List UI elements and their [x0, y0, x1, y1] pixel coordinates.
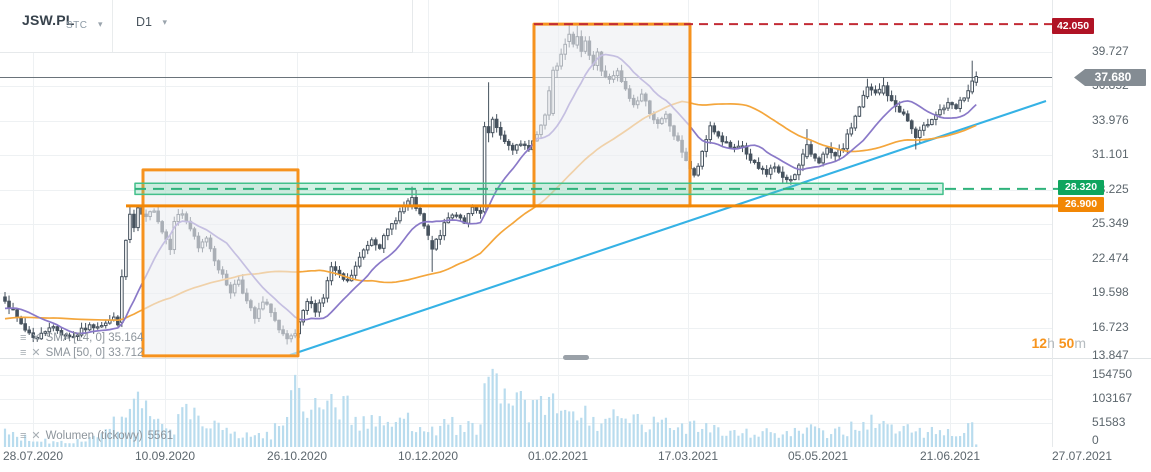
- volume-axis-label: 0: [1092, 433, 1099, 447]
- close-icon[interactable]: ✕: [31, 429, 41, 442]
- date-axis-label: 28.07.2020: [2, 449, 64, 463]
- indicator-label: STC: [66, 20, 88, 31]
- volume-legend-label: Wolumen (tickowy): [45, 430, 143, 442]
- chevron-down-icon: ▾: [97, 19, 103, 29]
- date-axis-label: 01.02.2021: [527, 449, 589, 463]
- volume-legend-value: 5561: [147, 430, 174, 442]
- volume-axis-label: 103167: [1092, 391, 1133, 405]
- date-axis-label: 17.03.2021: [657, 449, 719, 463]
- countdown-hours: 12: [1031, 335, 1048, 351]
- volume-legend-row: ≡ ✕ Wolumen (tickowy) 5561: [20, 429, 173, 443]
- volume-axis-label: 51583: [1092, 415, 1126, 429]
- countdown-minutes: 50: [1058, 335, 1075, 351]
- pane-resize-handle[interactable]: [563, 355, 589, 360]
- indicator-dropdown[interactable]: STC ▾: [66, 15, 102, 33]
- price-axis-label: 39.727: [1092, 44, 1129, 58]
- date-axis-label: 10.09.2020: [134, 449, 196, 463]
- price-axis-label: 13.847: [1092, 348, 1129, 362]
- price-axis-label: 19.598: [1092, 285, 1129, 299]
- band-price-badge: 28.320: [1058, 180, 1104, 195]
- toolbar-divider: [112, 0, 113, 52]
- chart-toolbar: JSW.PL STC ▾ D1 ▾: [0, 0, 413, 53]
- date-axis-label: 27.07.2021: [1051, 449, 1113, 463]
- date-axis-label: 05.05.2021: [787, 449, 849, 463]
- instrument-symbol: JSW.PL: [22, 12, 75, 28]
- date-axis-label: 10.12.2020: [397, 449, 459, 463]
- sma14-legend-label: SMA [14, 0] 35.164: [45, 332, 144, 344]
- price-axis-label: 16.723: [1092, 320, 1129, 334]
- close-icon[interactable]: ✕: [31, 331, 41, 344]
- sma50-legend-label: SMA [50, 0] 33.712: [45, 347, 144, 359]
- price-axis-label: 25.349: [1092, 216, 1129, 230]
- timeframe-label: D1: [136, 15, 152, 29]
- indicator-menu-icon[interactable]: ≡: [20, 429, 27, 442]
- chevron-down-icon: ▾: [162, 17, 167, 27]
- candle-countdown-timer: 12h 50m: [1002, 335, 1086, 351]
- sma14-legend-row: ≡ ✕ SMA [14, 0] 35.164: [20, 331, 143, 345]
- current-price-badge: 37.680: [1074, 69, 1146, 86]
- price-axis-label: 33.976: [1092, 113, 1129, 127]
- countdown-hours-unit: h: [1047, 335, 1055, 351]
- indicator-menu-icon[interactable]: ≡: [20, 346, 27, 359]
- price-axis-label: 31.101: [1092, 147, 1129, 161]
- indicator-menu-icon[interactable]: ≡: [20, 331, 27, 344]
- countdown-minutes-unit: m: [1074, 335, 1086, 351]
- sma50-legend-row: ≡ ✕ SMA [50, 0] 33.712: [20, 346, 143, 360]
- volume-axis-label: 154750: [1092, 367, 1133, 381]
- timeframe-dropdown[interactable]: D1 ▾: [136, 13, 167, 31]
- date-axis-label: 26.10.2020: [266, 449, 328, 463]
- close-icon[interactable]: ✕: [31, 346, 41, 359]
- resistance-price-badge: 42.050: [1052, 18, 1094, 34]
- price-axis-label: 22.474: [1092, 251, 1129, 265]
- support-price-badge: 26.900: [1058, 197, 1104, 212]
- date-axis-label: 21.06.2021: [919, 449, 981, 463]
